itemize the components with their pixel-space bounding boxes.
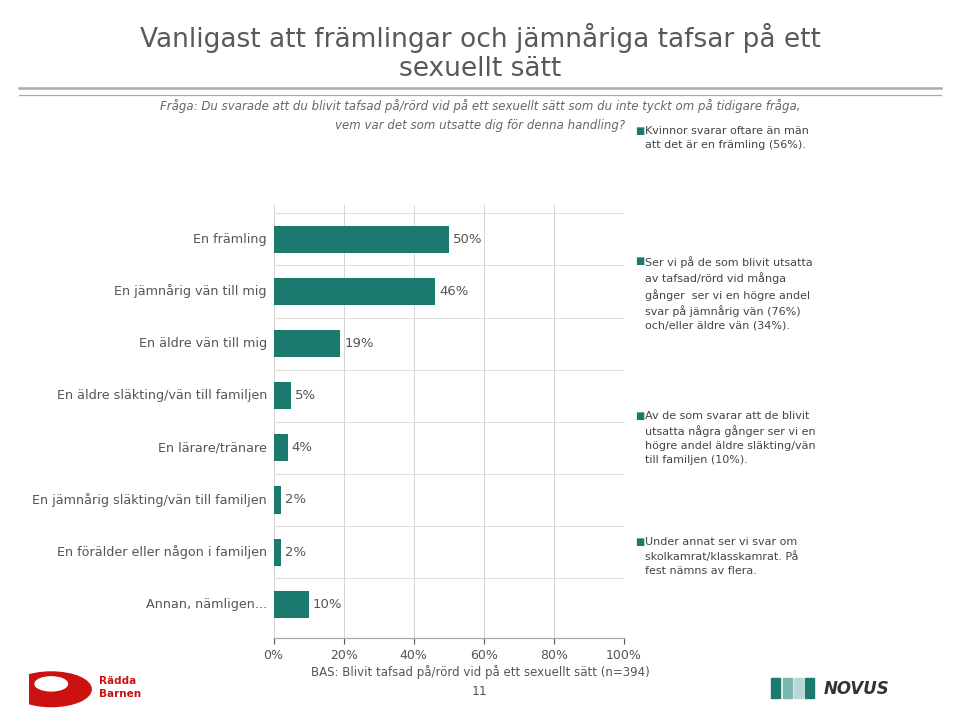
Text: En förälder eller någon i familjen: En förälder eller någon i familjen (57, 545, 267, 559)
Text: 5%: 5% (296, 389, 317, 402)
Text: 10%: 10% (313, 598, 343, 611)
Text: En jämnårig släkting/vän till familjen: En jämnårig släkting/vän till familjen (32, 493, 267, 507)
Bar (274, 278, 435, 305)
Bar (274, 487, 280, 513)
Text: Under annat ser vi svar om
skolkamrat/klasskamrat. På
fest nämns av flera.: Under annat ser vi svar om skolkamrat/kl… (645, 537, 799, 575)
Text: 4%: 4% (292, 441, 313, 454)
Bar (274, 434, 288, 461)
Text: ■: ■ (636, 256, 645, 266)
Text: BAS: Blivit tafsad på/rörd vid på ett sexuellt sätt (n=394): BAS: Blivit tafsad på/rörd vid på ett se… (311, 665, 649, 679)
Bar (274, 330, 340, 357)
Text: Vanligast att främlingar och jämnåriga tafsar på ett: Vanligast att främlingar och jämnåriga t… (139, 23, 821, 53)
Text: Kvinnor svarar oftare än män
att det är en främling (56%).: Kvinnor svarar oftare än män att det är … (645, 126, 809, 150)
Text: En äldre vän till mig: En äldre vän till mig (139, 337, 267, 350)
Text: ■: ■ (636, 411, 645, 421)
Bar (274, 539, 280, 566)
Text: NOVUS: NOVUS (824, 681, 889, 698)
Bar (274, 590, 309, 618)
Text: Fråga: Du svarade att du blivit tafsad på/rörd vid på ett sexuellt sätt som du i: Fråga: Du svarade att du blivit tafsad p… (159, 99, 801, 132)
Text: ■: ■ (636, 126, 645, 136)
Bar (794, 678, 803, 699)
Text: 19%: 19% (345, 337, 373, 350)
Bar (772, 678, 780, 699)
Bar (274, 382, 291, 410)
Text: Av de som svarar att de blivit
utsatta några gånger ser vi en
högre andel äldre : Av de som svarar att de blivit utsatta n… (645, 411, 816, 464)
Text: 11: 11 (472, 685, 488, 698)
Text: En främling: En främling (193, 233, 267, 246)
Text: sexuellt sätt: sexuellt sätt (398, 56, 562, 82)
Text: En jämnårig vän till mig: En jämnårig vän till mig (114, 285, 267, 298)
Text: Ser vi på de som blivit utsatta
av tafsad/rörd vid många
gånger  ser vi en högre: Ser vi på de som blivit utsatta av tafsa… (645, 256, 813, 330)
Text: Rädda
Barnen: Rädda Barnen (99, 676, 141, 699)
Circle shape (35, 677, 67, 691)
Circle shape (12, 672, 91, 707)
Bar (274, 226, 448, 253)
Text: 46%: 46% (439, 285, 468, 298)
Bar (805, 678, 814, 699)
Text: Annan, nämligen...: Annan, nämligen... (146, 598, 267, 611)
Text: 50%: 50% (453, 233, 483, 246)
Text: En äldre släkting/vän till familjen: En äldre släkting/vän till familjen (57, 389, 267, 402)
Text: En lärare/tränare: En lärare/tränare (158, 441, 267, 454)
Text: 2%: 2% (285, 546, 306, 559)
Text: 2%: 2% (285, 493, 306, 506)
Bar (782, 678, 792, 699)
Text: ■: ■ (636, 537, 645, 547)
